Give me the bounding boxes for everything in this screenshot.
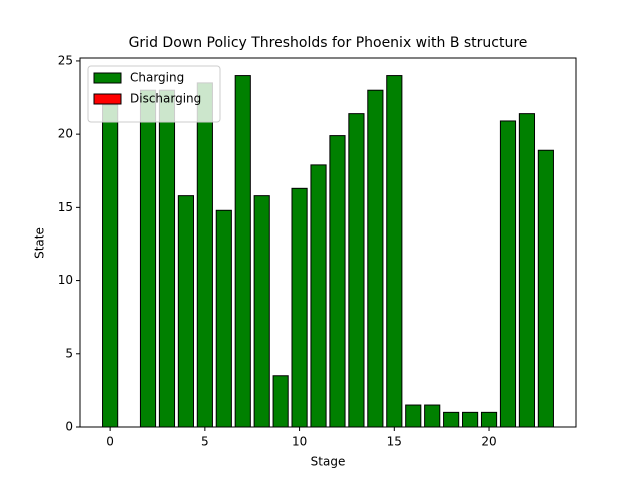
- bar: [424, 404, 441, 428]
- legend-swatch: [93, 72, 122, 84]
- bar: [348, 113, 365, 428]
- bar: [310, 164, 327, 428]
- bar: [253, 195, 270, 428]
- bar: [139, 89, 157, 428]
- bar: [102, 104, 119, 428]
- bar: [329, 135, 346, 428]
- bar: [386, 75, 403, 428]
- x-tick-label: 20: [481, 435, 496, 449]
- bar: [537, 149, 554, 428]
- bar: [158, 89, 176, 428]
- x-tick-label: 5: [201, 435, 209, 449]
- plot-frame: [79, 57, 577, 428]
- x-tick-label: 15: [387, 435, 402, 449]
- bar: [518, 113, 536, 428]
- bar: [215, 209, 232, 428]
- bar: [480, 411, 498, 428]
- x-axis-label: Stage: [311, 455, 346, 469]
- y-axis-label: State: [33, 227, 47, 259]
- y-tick-label: 0: [65, 420, 73, 434]
- x-tick-label: 0: [106, 435, 114, 449]
- bar: [443, 411, 460, 428]
- bar: [291, 187, 308, 428]
- bar: [234, 75, 251, 428]
- bar: [462, 411, 479, 428]
- chart-title: Grid Down Policy Thresholds for Phoenix …: [129, 35, 528, 51]
- bar: [177, 195, 194, 428]
- bar: [367, 89, 384, 428]
- y-tick-label: 25: [58, 53, 73, 67]
- y-tick-label: 20: [58, 127, 73, 141]
- legend-label: Discharging: [130, 92, 201, 106]
- legend-label: Charging: [130, 71, 184, 85]
- y-tick-label: 10: [58, 273, 73, 287]
- bar: [499, 120, 517, 428]
- bar: [405, 404, 422, 428]
- legend-swatch: [93, 93, 122, 105]
- x-tick-label: 10: [292, 435, 307, 449]
- y-tick-label: 15: [58, 200, 73, 214]
- y-tick-label: 5: [65, 346, 73, 360]
- bar: [196, 82, 213, 428]
- bar: [272, 375, 289, 428]
